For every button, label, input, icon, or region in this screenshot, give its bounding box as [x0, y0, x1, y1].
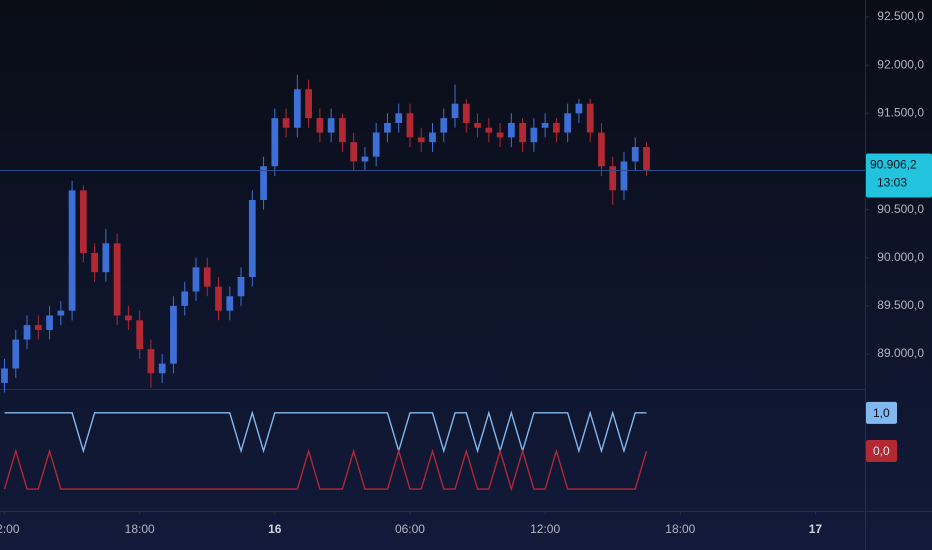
candle-body	[462, 103, 470, 123]
indicator-value-box	[866, 401, 897, 424]
countdown-label: 13:03	[877, 176, 907, 190]
y-tick-label: 92.000,0	[877, 57, 924, 71]
candle-body	[12, 339, 20, 369]
candle-body	[23, 325, 31, 340]
candle-body	[327, 118, 335, 133]
x-tick-label: 16	[268, 522, 282, 536]
candle-body	[215, 286, 222, 311]
last-price-label: 90.906,2	[870, 158, 917, 172]
candle-body	[541, 122, 549, 128]
last-price-box	[866, 153, 932, 198]
candle-body	[305, 89, 312, 119]
candle-body	[136, 320, 144, 350]
labels: 89.000,089.500,090.000,090.500,091.000,0…	[0, 9, 932, 536]
y-tick-label: 90.000,0	[877, 250, 924, 264]
candle-body	[395, 113, 403, 123]
x-tick-label: 17	[809, 522, 823, 536]
candle-body	[147, 349, 155, 374]
candle-body	[282, 118, 290, 128]
candle-body	[170, 305, 177, 364]
candle-body	[113, 243, 121, 316]
candle-body	[226, 296, 234, 311]
indicator-value-label: 1,0	[873, 406, 890, 420]
candle-body	[530, 127, 538, 143]
candle-body	[643, 147, 650, 171]
candle-body	[248, 199, 256, 277]
candle-body	[564, 113, 572, 133]
candle-body	[237, 276, 245, 297]
candle-body	[586, 103, 594, 133]
candle-body	[598, 132, 605, 167]
indicator-value-box	[866, 439, 897, 462]
candle-body	[575, 103, 583, 114]
grid	[4, 16, 869, 515]
candle-body	[609, 166, 617, 191]
candle-body	[440, 118, 448, 133]
candle-body	[553, 122, 560, 133]
x-tick-label: 12:00	[530, 522, 560, 536]
x-tick-label: 18:00	[665, 522, 695, 536]
candle-body	[125, 315, 132, 321]
x-tick-label: 06:00	[395, 522, 425, 536]
candle-body	[620, 161, 628, 191]
y-tick-label: 90.500,0	[877, 202, 924, 216]
candle-body	[372, 132, 380, 157]
candle-body	[271, 118, 279, 167]
y-tick-label: 89.000,0	[877, 346, 924, 360]
candle-body	[339, 118, 346, 143]
candle-body	[350, 142, 358, 162]
candle-body	[361, 156, 369, 162]
y-tick-label: 89.500,0	[877, 298, 924, 312]
candle-body	[158, 363, 166, 374]
candle-body	[57, 310, 65, 316]
candle-body	[519, 122, 526, 143]
indicator-value-label: 0,0	[873, 444, 890, 458]
candle-body	[507, 122, 515, 138]
x-tick-label: 18:00	[125, 522, 155, 536]
candle-body	[68, 190, 76, 311]
candle-body	[293, 89, 301, 128]
candle-body	[316, 118, 324, 133]
candle-body	[451, 103, 459, 119]
candle-body	[260, 166, 267, 200]
indicator-line	[3, 448, 648, 492]
candle-body	[429, 132, 436, 143]
candle-body	[384, 122, 391, 133]
y-tick-label: 91.500,0	[877, 105, 924, 119]
candle-body	[496, 132, 504, 138]
candle-body	[46, 315, 53, 330]
candle-body	[1, 368, 8, 383]
candle-body	[631, 147, 639, 162]
candle-body	[34, 325, 42, 330]
candle-body	[181, 291, 189, 306]
candle-body	[417, 137, 425, 143]
candle-body	[485, 127, 493, 133]
candle-body	[203, 267, 211, 287]
candle-body	[474, 122, 481, 128]
indicator-line	[4, 410, 647, 454]
candle-body	[91, 252, 98, 273]
y-tick-label: 92.500,0	[877, 9, 924, 23]
candle-body	[79, 190, 87, 253]
marks	[0, 74, 865, 492]
x-tick-label: 12:00	[0, 522, 20, 536]
candle-body	[406, 113, 414, 138]
candle-body	[102, 243, 110, 273]
candle-body	[192, 267, 200, 292]
